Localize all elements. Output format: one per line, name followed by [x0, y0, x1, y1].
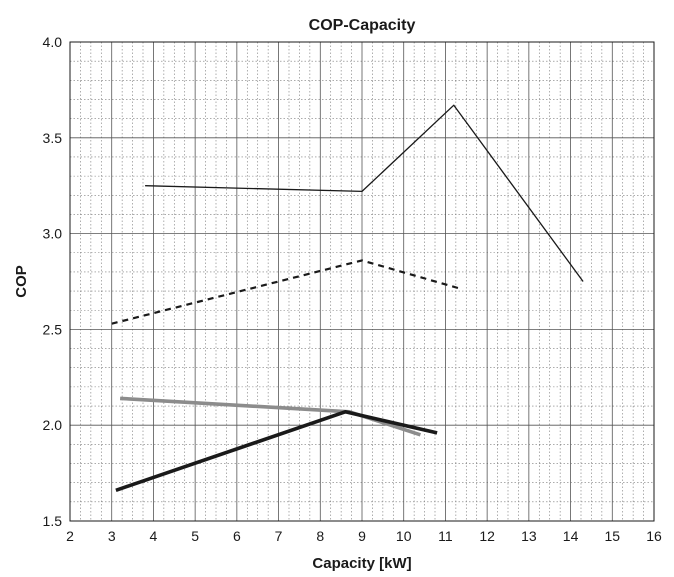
x-tick-label: 14 — [563, 528, 579, 544]
major-grid — [70, 42, 654, 521]
x-tick-label: 2 — [66, 528, 74, 544]
x-tick-label: 4 — [150, 528, 158, 544]
y-tick-label: 3.0 — [43, 226, 63, 242]
x-tick-label: 11 — [438, 528, 453, 544]
y-axis-label: COP — [13, 265, 30, 298]
y-tick-label: 2.5 — [43, 321, 63, 337]
x-tick-label: 8 — [316, 528, 324, 544]
x-tick-label: 13 — [521, 528, 537, 544]
x-axis-label: Capacity [kW] — [312, 555, 411, 572]
x-tick-label: 16 — [646, 528, 662, 544]
y-tick-label: 2.0 — [43, 417, 63, 433]
x-tick-label: 5 — [191, 528, 199, 544]
y-tick-label: 4.0 — [43, 34, 63, 50]
y-tick-label: 1.5 — [43, 513, 63, 529]
y-tick-labels: 1.5 2.0 2.5 3.0 3.5 4.0 — [43, 34, 63, 529]
x-tick-label: 3 — [108, 528, 116, 544]
x-tick-labels: 2 3 4 5 6 7 8 9 10 11 12 13 14 15 16 — [66, 528, 662, 544]
plot-frame — [69, 41, 655, 522]
x-tick-label: 10 — [396, 528, 412, 544]
x-tick-label: 15 — [604, 528, 620, 544]
x-tick-label: 12 — [479, 528, 495, 544]
series-layer — [111, 104, 584, 493]
x-tick-label: 9 — [358, 528, 366, 544]
series-line-1 — [145, 104, 584, 282]
x-tick-label: 6 — [233, 528, 241, 544]
chart-title: COP-Capacity — [309, 17, 416, 34]
series-line-4 — [115, 409, 438, 493]
y-tick-label: 3.5 — [43, 130, 63, 146]
series-line-2 — [111, 259, 463, 325]
x-tick-label: 7 — [275, 528, 283, 544]
